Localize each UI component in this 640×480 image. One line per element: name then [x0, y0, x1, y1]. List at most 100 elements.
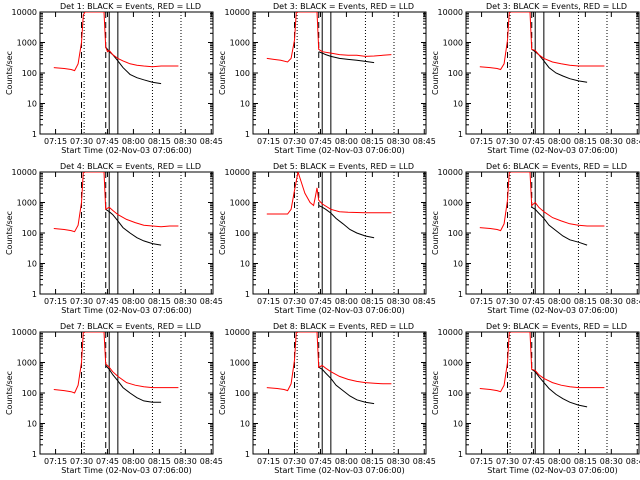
x-tick-label: 07:30	[496, 457, 519, 466]
chart-title: Det 3: BLACK = Events, RED = LLD	[273, 2, 414, 11]
y-tick-label: 1	[458, 130, 463, 139]
x-tick-label: 07:45	[309, 297, 332, 306]
y-axis-label: Counts/sec	[431, 211, 440, 255]
y-tick-label: 10	[240, 420, 250, 429]
y-tick-label: 10	[27, 260, 37, 269]
series-line-lld	[479, 172, 605, 232]
x-tick-label: 08:30	[600, 457, 623, 466]
chart-panel-8: Det 8: BLACK = Events, RED = LLD 1 10 100 10…	[218, 322, 436, 475]
y-tick-label: 1000	[17, 199, 37, 208]
x-tick-label: 08:00	[548, 137, 571, 146]
x-tick-label: 08:45	[200, 457, 223, 466]
y-tick-label: 100	[235, 69, 250, 78]
y-axis-label: Counts/sec	[218, 51, 227, 95]
x-tick-label: 07:15	[257, 457, 280, 466]
x-tick-label: 08:30	[174, 137, 197, 146]
y-tick-label: 100	[235, 229, 250, 238]
series-line-lld	[53, 172, 179, 233]
y-tick-label: 1	[32, 290, 37, 299]
x-axis-label: Start Time (02-Nov-03 07:06:00)	[274, 466, 404, 475]
chart-title: Det 7: BLACK = Events, RED = LLD	[60, 322, 201, 331]
x-tick-label: 08:15	[148, 137, 171, 146]
y-tick-label: 10000	[12, 328, 37, 337]
y-tick-label: 1000	[230, 39, 250, 48]
chart-title: Det 6: BLACK = Events, RED = LLD	[486, 162, 627, 171]
x-tick-label: 07:30	[70, 297, 93, 306]
series-line-events	[105, 365, 162, 403]
chart-panel-4: Det 4: BLACK = Events, RED = LLD 1 10 100 10…	[5, 162, 223, 315]
x-axis-label: Start Time (02-Nov-03 07:06:00)	[487, 466, 617, 475]
x-tick-label: 07:30	[70, 137, 93, 146]
series-line-lld	[53, 12, 179, 72]
y-tick-label: 100	[22, 229, 37, 238]
series-line-lld	[266, 172, 392, 215]
x-axis-label: Start Time (02-Nov-03 07:06:00)	[61, 146, 191, 155]
x-tick-label: 07:15	[257, 297, 280, 306]
y-tick-label: 10000	[12, 168, 37, 177]
x-tick-label: 08:15	[361, 137, 384, 146]
plot-frame	[252, 331, 427, 455]
x-tick-label: 07:45	[522, 457, 545, 466]
x-tick-label: 08:45	[413, 297, 436, 306]
x-tick-label: 07:45	[309, 457, 332, 466]
x-tick-label: 08:45	[626, 297, 640, 306]
x-tick-label: 07:45	[522, 137, 545, 146]
y-tick-label: 100	[448, 389, 463, 398]
chart-title: Det 3: BLACK = Events, RED = LLD	[486, 2, 627, 11]
y-tick-label: 10000	[225, 328, 250, 337]
y-tick-label: 1	[245, 290, 250, 299]
chart-title: Det 9: BLACK = Events, RED = LLD	[486, 322, 627, 331]
x-tick-label: 08:15	[574, 457, 597, 466]
x-tick-label: 08:30	[174, 457, 197, 466]
series-line-events	[318, 366, 375, 405]
series-line-events	[318, 51, 375, 64]
y-tick-label: 1000	[17, 39, 37, 48]
chart-title: Det 8: BLACK = Events, RED = LLD	[273, 322, 414, 331]
y-tick-label: 10000	[225, 168, 250, 177]
x-tick-label: 07:15	[44, 457, 67, 466]
y-tick-label: 100	[22, 389, 37, 398]
x-tick-label: 08:15	[148, 457, 171, 466]
x-axis-label: Start Time (02-Nov-03 07:06:00)	[61, 306, 191, 315]
series-line-events	[531, 206, 588, 246]
series-line-events	[105, 208, 162, 246]
x-tick-label: 08:45	[200, 297, 223, 306]
x-tick-label: 07:45	[96, 297, 119, 306]
plot-frame	[39, 11, 214, 135]
y-tick-label: 1000	[443, 199, 463, 208]
x-tick-label: 08:00	[122, 457, 145, 466]
x-tick-label: 07:30	[283, 457, 306, 466]
plot-frame	[465, 171, 640, 295]
x-tick-label: 08:45	[626, 137, 640, 146]
x-tick-label: 07:30	[70, 457, 93, 466]
y-tick-label: 100	[448, 69, 463, 78]
y-tick-label: 1	[32, 130, 37, 139]
y-tick-label: 10000	[438, 328, 463, 337]
chart-panel-6: Det 6: BLACK = Events, RED = LLD 1 10 100 10…	[431, 162, 640, 315]
x-tick-label: 07:45	[522, 297, 545, 306]
x-tick-label: 08:30	[387, 137, 410, 146]
x-tick-label: 08:00	[122, 297, 145, 306]
y-tick-label: 10000	[438, 168, 463, 177]
x-tick-label: 07:45	[96, 457, 119, 466]
x-tick-label: 08:00	[335, 457, 358, 466]
y-axis-label: Counts/sec	[218, 211, 227, 255]
y-tick-label: 10000	[225, 8, 250, 17]
y-tick-label: 1	[245, 450, 250, 459]
y-axis-label: Counts/sec	[5, 51, 14, 95]
plot-frame	[252, 171, 427, 295]
y-tick-label: 100	[22, 69, 37, 78]
chart-title: Det 4: BLACK = Events, RED = LLD	[60, 162, 201, 171]
y-tick-label: 10000	[438, 8, 463, 17]
series-line-lld	[479, 12, 605, 71]
y-tick-label: 1000	[17, 359, 37, 368]
x-axis-label: Start Time (02-Nov-03 07:06:00)	[487, 306, 617, 315]
x-axis-label: Start Time (02-Nov-03 07:06:00)	[487, 146, 617, 155]
chart-panel-2: Det 3: BLACK = Events, RED = LLD 1 10 100 10…	[218, 2, 436, 155]
y-axis-label: Counts/sec	[5, 371, 14, 415]
x-tick-label: 08:15	[574, 297, 597, 306]
x-tick-label: 08:15	[148, 297, 171, 306]
y-tick-label: 1	[458, 290, 463, 299]
plot-frame	[39, 171, 214, 295]
